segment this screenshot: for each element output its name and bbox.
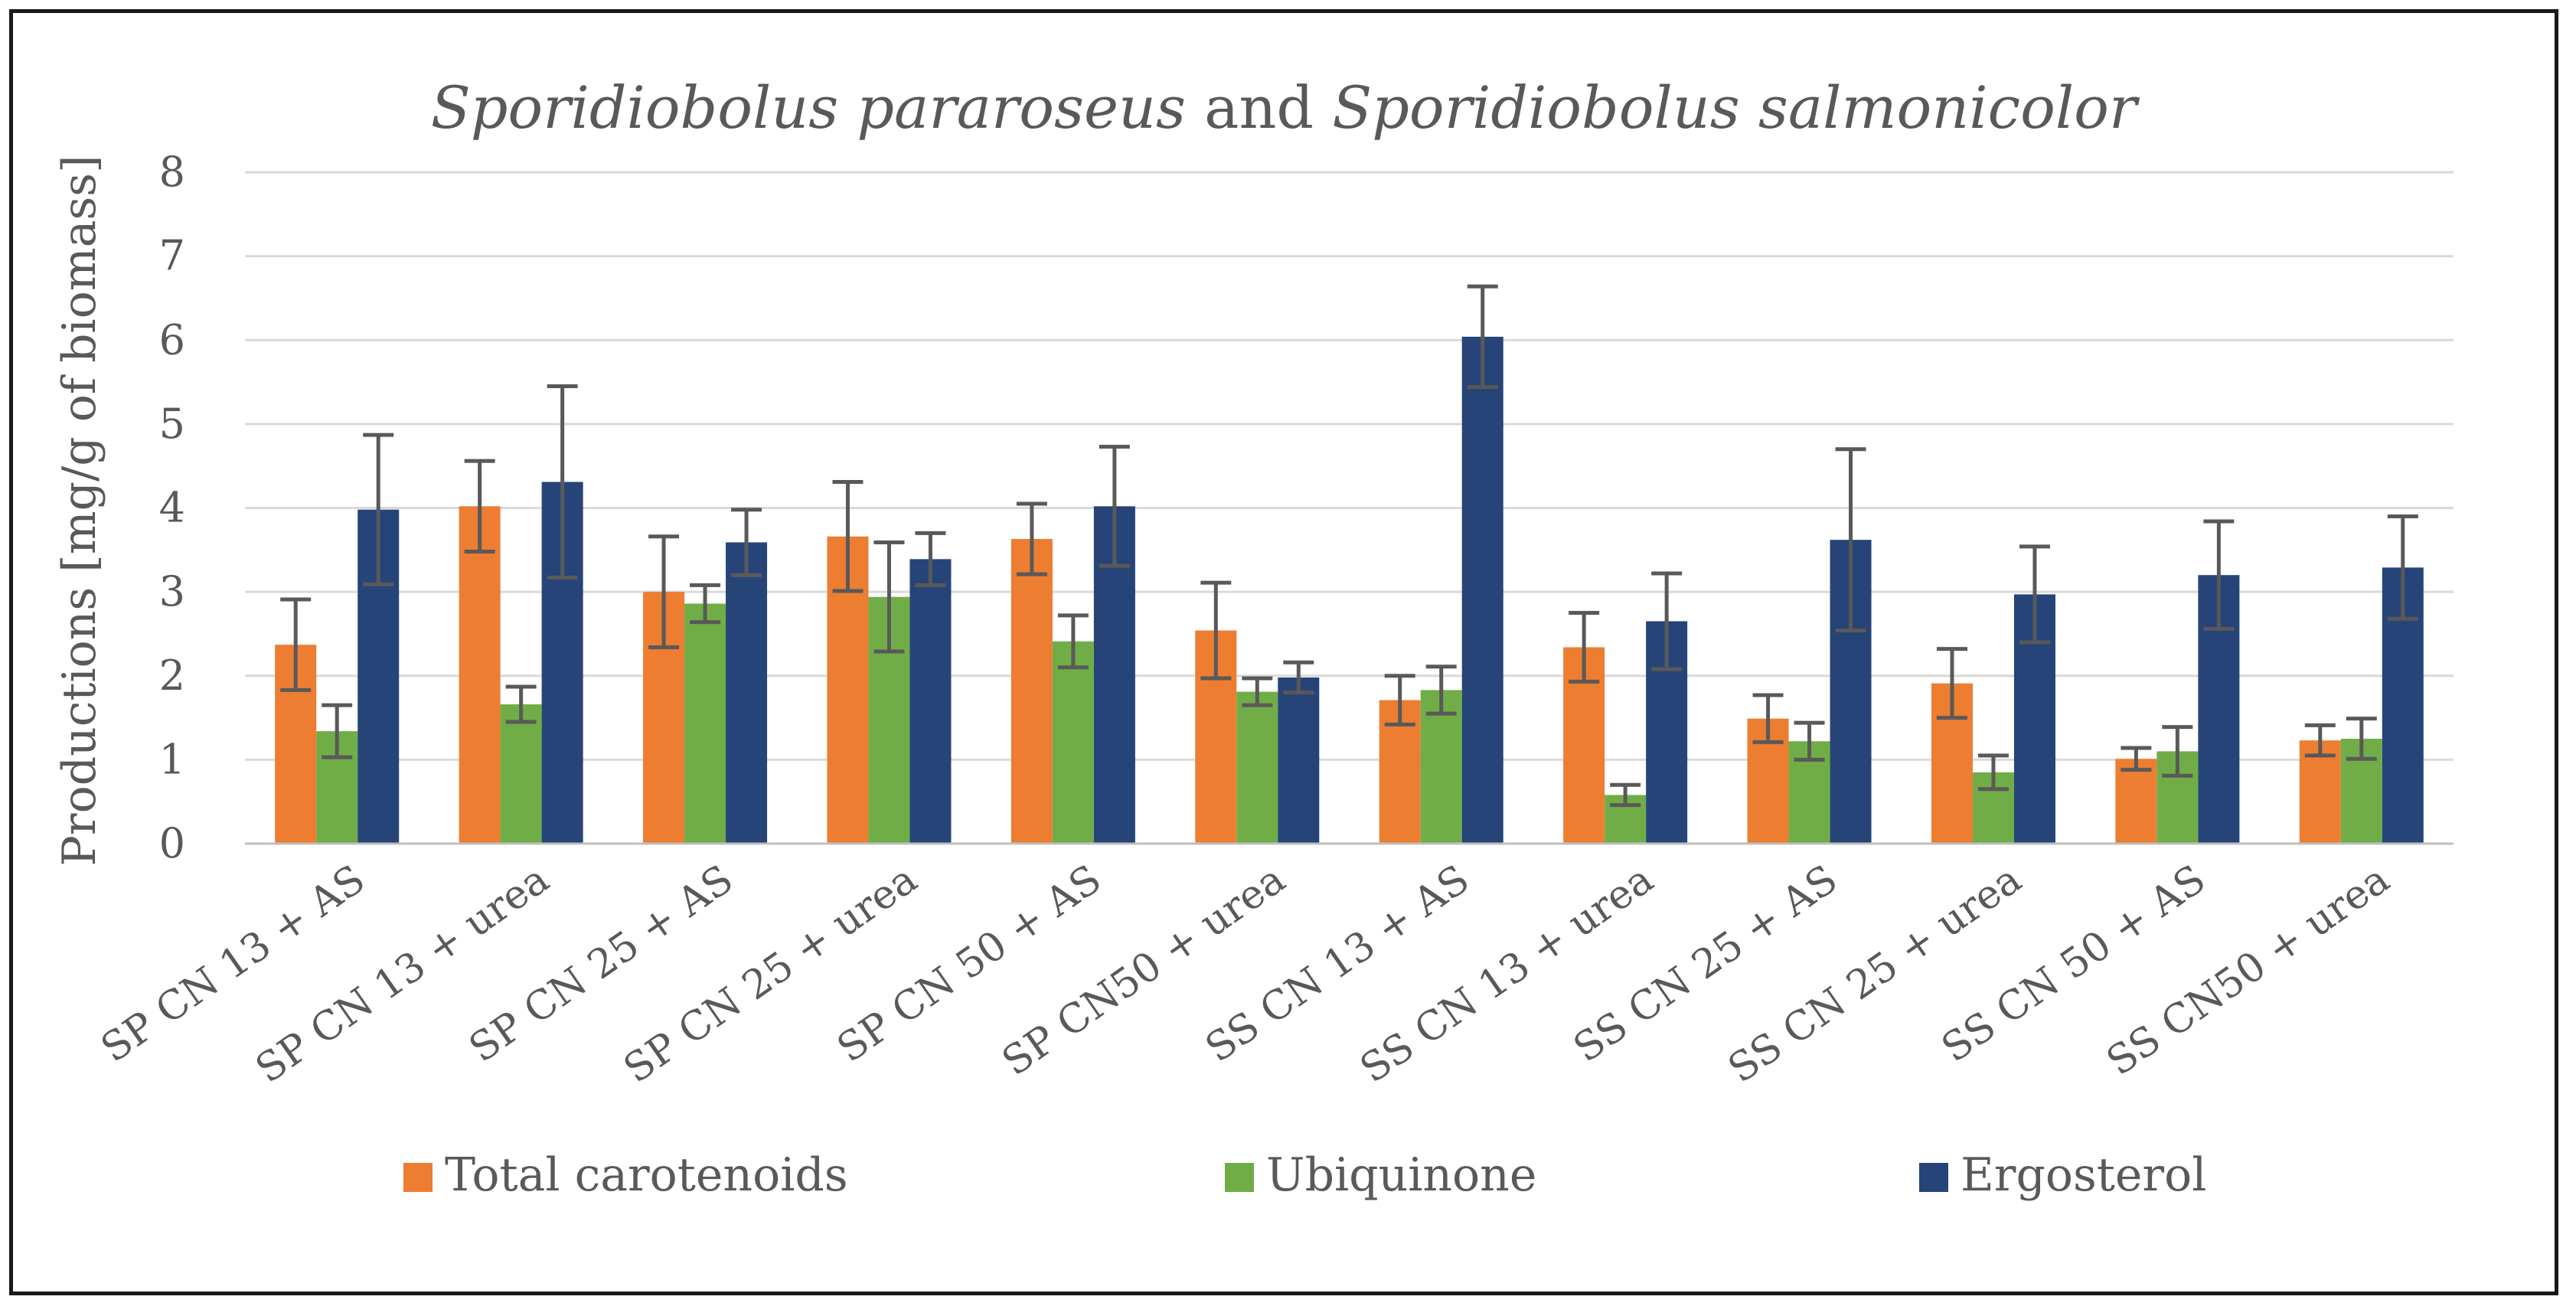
error-bar xyxy=(2121,746,2152,772)
error-bar xyxy=(1242,676,1273,707)
error-bar xyxy=(322,703,353,759)
bar xyxy=(1010,539,1053,844)
y-tick-label: 8 xyxy=(159,148,185,196)
category-label: SP CN 13 + urea xyxy=(247,856,557,1092)
y-axis-label: Productions [mg/g of biomass] xyxy=(53,155,106,867)
chart-title: Sporidiobolus pararoseus and Sporidiobol… xyxy=(431,73,2140,142)
bar xyxy=(2115,759,2157,844)
legend-swatch xyxy=(403,1163,433,1192)
category-label: SS CN 25 + urea xyxy=(1720,856,2029,1092)
y-tick-label: 3 xyxy=(159,567,185,616)
error-bar xyxy=(832,480,864,593)
bar xyxy=(909,559,952,844)
legend-label: Ergosterol xyxy=(1961,1148,2206,1202)
error-bar xyxy=(2387,514,2418,621)
legend: Total carotenoids Ubiquinone Ergosterol xyxy=(403,1148,2206,1202)
error-bar xyxy=(363,433,394,586)
y-tick-label: 7 xyxy=(159,232,185,280)
error-bar xyxy=(1610,782,1641,808)
error-bar xyxy=(1835,447,1866,633)
error-bar xyxy=(1752,693,1784,744)
error-bars xyxy=(280,284,2418,808)
bar xyxy=(1052,641,1094,844)
error-bar xyxy=(1425,665,1457,716)
bar xyxy=(726,542,768,844)
legend-swatch xyxy=(1225,1163,1254,1192)
bar xyxy=(1236,691,1278,844)
error-bar xyxy=(2019,544,2050,645)
legend-item: Total carotenoids xyxy=(403,1148,848,1202)
legend-item: Ubiquinone xyxy=(1225,1148,1536,1202)
error-bar xyxy=(280,597,312,692)
error-bar xyxy=(915,531,946,587)
error-bar xyxy=(731,508,762,577)
y-tick-label: 4 xyxy=(159,484,185,532)
error-bar xyxy=(505,684,537,724)
error-bar xyxy=(1977,753,2009,792)
error-bar xyxy=(464,459,495,554)
error-bar xyxy=(2162,725,2193,778)
bar xyxy=(684,603,726,844)
error-bar xyxy=(1936,647,1967,720)
category-label: SS CN 13 + urea xyxy=(1352,856,1661,1092)
error-bar xyxy=(873,540,905,654)
bar xyxy=(2299,740,2341,844)
error-bar xyxy=(547,384,578,580)
error-bar xyxy=(648,534,680,649)
error-bar xyxy=(690,583,721,625)
error-bar xyxy=(2346,717,2377,761)
bar xyxy=(459,506,501,844)
y-tick-label: 6 xyxy=(159,315,185,364)
error-bar xyxy=(2304,723,2336,758)
gridlines xyxy=(245,171,2454,761)
legend-item: Ergosterol xyxy=(1919,1148,2206,1202)
error-bar xyxy=(2203,519,2235,631)
bar xyxy=(500,704,542,844)
chart-title-part: Sporidiobolus pararoseus xyxy=(431,73,1186,142)
y-tick-label: 0 xyxy=(159,819,185,867)
chart-canvas: Sporidiobolus pararoseus and Sporidiobol… xyxy=(53,73,2454,1202)
error-bar xyxy=(1057,613,1089,670)
y-tick-label: 2 xyxy=(159,651,185,700)
y-tick-label: 5 xyxy=(159,400,185,448)
chart-frame: Sporidiobolus pararoseus and Sporidiobol… xyxy=(9,9,2558,1295)
error-bar xyxy=(1651,571,1683,671)
legend-swatch xyxy=(1919,1163,1948,1192)
y-tick-label: 1 xyxy=(159,735,185,783)
bars xyxy=(275,336,2424,844)
error-bar xyxy=(1569,611,1600,684)
error-bar xyxy=(1016,501,1047,576)
error-bar xyxy=(1099,444,1130,568)
legend-label: Ubiquinone xyxy=(1266,1148,1536,1202)
chart-title-part: Sporidiobolus salmonicolor xyxy=(1332,73,2140,142)
error-bar xyxy=(1794,720,1825,762)
error-bar xyxy=(1200,580,1232,681)
chart-title-part: and xyxy=(1186,73,1332,142)
error-bar xyxy=(1283,660,1314,695)
category-label: SP CN 25 + urea xyxy=(615,856,926,1092)
y-axis-ticks: 0 1 2 3 4 5 6 7 8 xyxy=(159,148,185,867)
error-bar xyxy=(1384,674,1415,727)
bar xyxy=(1278,677,1320,844)
legend-label: Total carotenoids xyxy=(445,1148,848,1202)
bar xyxy=(1420,690,1462,844)
error-bar xyxy=(1467,284,1498,390)
bar xyxy=(1461,336,1503,844)
